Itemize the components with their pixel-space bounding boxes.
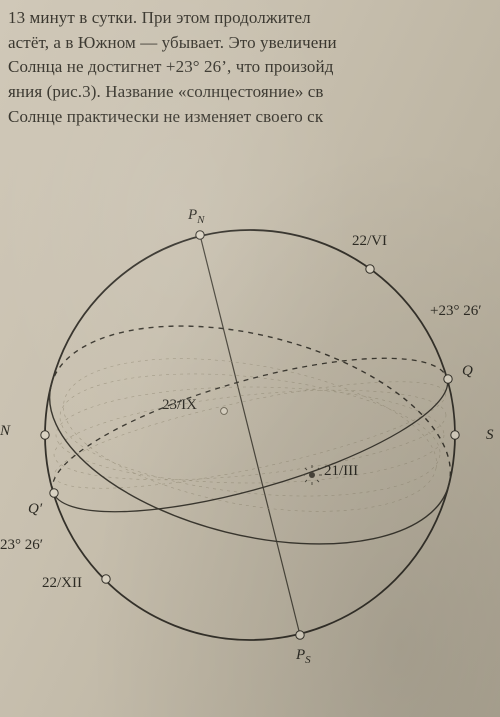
text-line: Солнца не достигнет +23° 26’, что произо… <box>8 57 333 76</box>
point-22-XII <box>102 575 110 583</box>
label-PN: PN <box>188 207 205 226</box>
polar-axis <box>200 235 300 635</box>
label-22-XII: 22/XII <box>42 575 82 592</box>
label-PS: PS <box>296 647 311 666</box>
label-minus-23-26: 23° 26′ <box>0 537 43 554</box>
sphere-svg <box>0 175 500 675</box>
point-PS <box>296 631 304 639</box>
label-S: S <box>486 427 494 444</box>
point-Qp <box>50 489 58 497</box>
label-plus-23-26: +23° 26′ <box>430 303 482 320</box>
text-line: астёт, а в Южном — убывает. Это увеличен… <box>8 33 337 52</box>
point-PN <box>196 231 204 239</box>
label-Qp: Q′ <box>28 501 42 518</box>
label-Q: Q <box>462 363 473 380</box>
text-line: Солнце практически не изменяет своего ск <box>8 107 323 126</box>
text-line: 13 минут в сутки. При этом продолжител <box>8 8 311 27</box>
label-22-VI: 22/VI <box>352 233 387 250</box>
point-N <box>41 431 49 439</box>
point-S <box>451 431 459 439</box>
body-text: 13 минут в сутки. При этом продолжител а… <box>0 6 500 129</box>
point-23-IX <box>221 408 228 415</box>
label-N: N <box>0 423 10 440</box>
point-Q <box>444 375 452 383</box>
label-23-IX: 23/IX <box>162 397 197 414</box>
celestial-sphere-diagram: PN PS N S Q Q′ 22/VI 22/XII 23/IX 21/III… <box>0 175 500 675</box>
point-22-VI <box>366 265 374 273</box>
point-21-III <box>302 465 322 485</box>
label-21-III: 21/III <box>324 463 358 480</box>
text-line: яния (рис.3). Название «солнцестояние» с… <box>8 82 324 101</box>
